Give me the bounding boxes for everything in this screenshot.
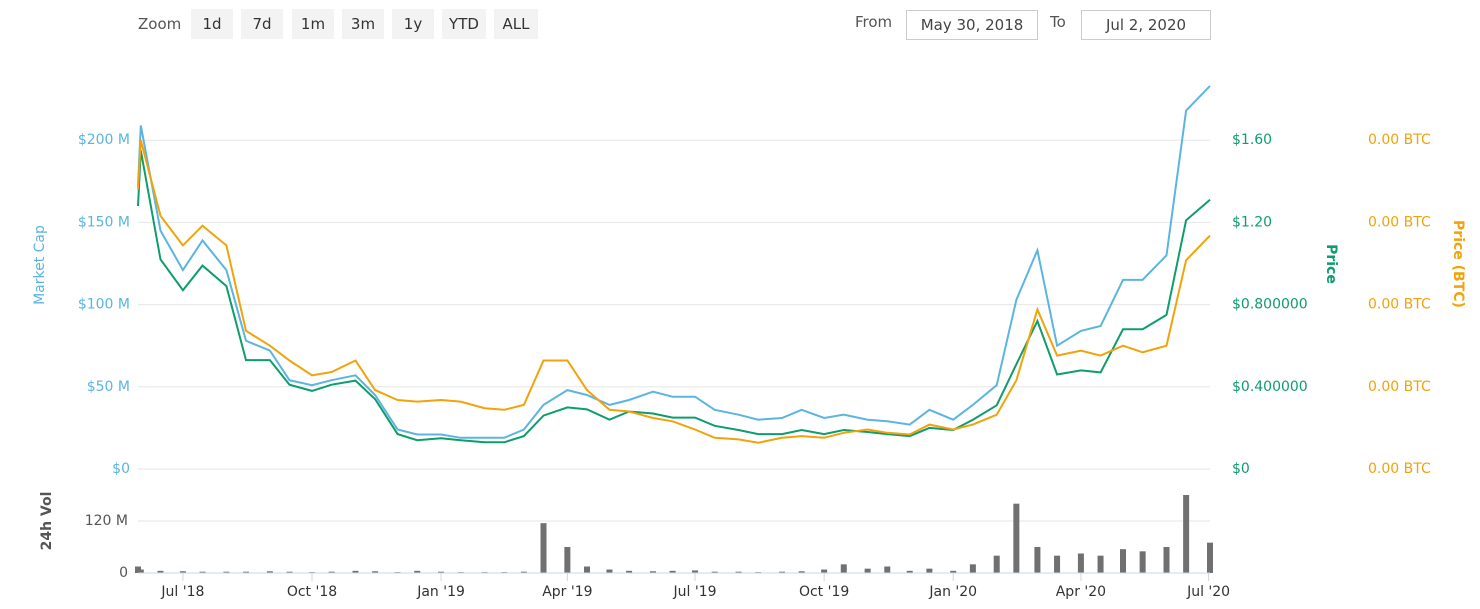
to-label: To bbox=[1050, 13, 1066, 31]
volume-bar bbox=[993, 555, 1000, 573]
volume-bar bbox=[926, 568, 933, 573]
volume-bar bbox=[649, 571, 656, 573]
from-input[interactable]: May 30, 2018 bbox=[906, 10, 1038, 40]
from-label: From bbox=[855, 13, 893, 31]
y-tick-label: $0.800000 bbox=[1232, 297, 1308, 313]
y-tick-label: 120 M bbox=[85, 513, 128, 529]
y-tick-label: $200 M bbox=[78, 132, 130, 148]
y-tick-label: 0 bbox=[119, 565, 128, 581]
axis-title: Price (BTC) bbox=[1450, 220, 1466, 308]
volume-bar bbox=[564, 547, 571, 573]
volume-bar bbox=[1120, 549, 1127, 573]
zoom-label: Zoom bbox=[138, 15, 182, 33]
y-tick-label: $50 M bbox=[87, 379, 130, 395]
x-tick-label: Apr '20 bbox=[1056, 584, 1106, 600]
volume-bar bbox=[286, 571, 293, 573]
volume-bar bbox=[950, 570, 957, 573]
volume-bar bbox=[692, 570, 699, 573]
volume-bar bbox=[199, 571, 206, 573]
volume-bar bbox=[223, 571, 230, 573]
volume-bar bbox=[735, 571, 742, 573]
x-tick-label: Jul '20 bbox=[1186, 584, 1230, 600]
series-line bbox=[137, 139, 1211, 444]
y-tick-label: $150 M bbox=[78, 214, 130, 230]
volume-bar bbox=[606, 569, 613, 573]
axis-title: Price bbox=[1323, 244, 1339, 284]
volume-bar bbox=[352, 570, 359, 573]
volume-bar bbox=[821, 569, 828, 573]
volume-bar bbox=[266, 571, 273, 573]
volume-bar bbox=[584, 566, 591, 573]
volume-bar bbox=[840, 564, 847, 573]
zoom-button[interactable]: 7d bbox=[241, 9, 283, 39]
x-tick-label: Jul '19 bbox=[673, 584, 717, 600]
y-tick-label: $0.400000 bbox=[1232, 379, 1308, 395]
volume-bar bbox=[798, 571, 805, 573]
volume-bar bbox=[540, 523, 547, 573]
volume-bar bbox=[884, 566, 891, 573]
volume-bar bbox=[328, 571, 335, 573]
y-tick-label: $100 M bbox=[78, 297, 130, 313]
volume-bar bbox=[438, 571, 445, 573]
volume-bar bbox=[1097, 555, 1104, 573]
volume-bar bbox=[137, 569, 144, 573]
x-tick-label: Jul '18 bbox=[160, 584, 204, 600]
x-tick-label: Apr '19 bbox=[542, 584, 592, 600]
volume-bar bbox=[626, 570, 633, 573]
volume-bar bbox=[906, 570, 913, 573]
zoom-button[interactable]: 3m bbox=[342, 9, 384, 39]
series-line bbox=[137, 150, 1211, 444]
volume-bar bbox=[1163, 547, 1170, 573]
volume-bar bbox=[520, 571, 527, 573]
x-tick-label: Oct '19 bbox=[799, 584, 849, 600]
zoom-button[interactable]: 1m bbox=[292, 9, 334, 39]
zoom-button[interactable]: 1d bbox=[191, 9, 233, 39]
volume-bar bbox=[1054, 555, 1061, 573]
x-tick-label: Jan '19 bbox=[416, 584, 465, 600]
volume-bar bbox=[179, 571, 186, 573]
series-line bbox=[137, 85, 1211, 439]
volume-bar bbox=[243, 571, 250, 573]
y-tick-label: $0 bbox=[112, 461, 130, 477]
volume-bar bbox=[1183, 495, 1190, 573]
y-tick-label: 0.00 BTC bbox=[1368, 461, 1431, 477]
y-tick-label: $0 bbox=[1232, 461, 1250, 477]
y-tick-label: $1.20 bbox=[1232, 214, 1272, 230]
y-tick-label: 0.00 BTC bbox=[1368, 132, 1431, 148]
volume-bar bbox=[669, 570, 676, 573]
to-input[interactable]: Jul 2, 2020 bbox=[1081, 10, 1211, 40]
axis-title: 24h Vol bbox=[39, 492, 55, 551]
y-tick-label: 0.00 BTC bbox=[1368, 214, 1431, 230]
volume-bar bbox=[1013, 503, 1020, 573]
volume-bar bbox=[157, 570, 164, 573]
volume-bar bbox=[372, 571, 379, 573]
volume-bar bbox=[1077, 553, 1084, 573]
x-tick-label: Oct '18 bbox=[287, 584, 337, 600]
volume-bar bbox=[414, 570, 421, 573]
volume-bar bbox=[1034, 547, 1041, 573]
zoom-button[interactable]: 1y bbox=[392, 9, 434, 39]
x-tick-label: Jan '20 bbox=[928, 584, 977, 600]
y-tick-label: 0.00 BTC bbox=[1368, 379, 1431, 395]
volume-bar bbox=[1139, 551, 1146, 573]
axis-title: Market Cap bbox=[32, 225, 48, 305]
zoom-button[interactable]: YTD bbox=[442, 9, 486, 39]
zoom-button[interactable]: ALL bbox=[494, 9, 538, 39]
y-tick-label: 0.00 BTC bbox=[1368, 297, 1431, 313]
volume-bar bbox=[1207, 542, 1213, 573]
volume-bar bbox=[779, 571, 786, 573]
volume-bar bbox=[969, 564, 976, 573]
volume-bar bbox=[711, 571, 718, 573]
volume-bar bbox=[864, 568, 871, 573]
y-tick-label: $1.60 bbox=[1232, 132, 1272, 148]
